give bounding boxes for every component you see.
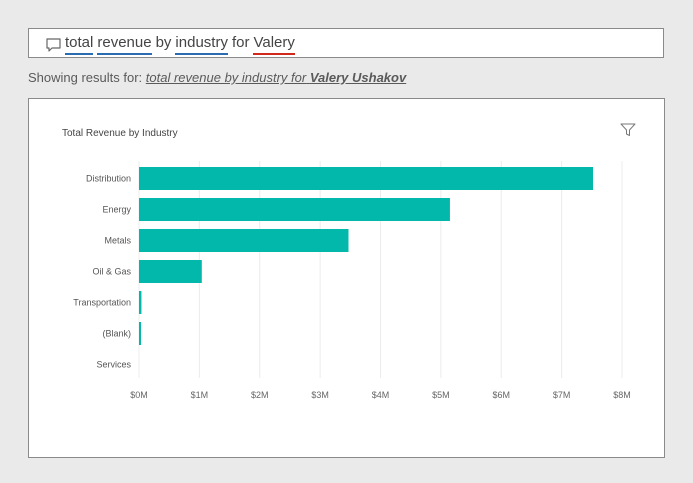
bar[interactable] (139, 167, 594, 190)
qa-word: for (231, 34, 250, 51)
speech-bubble-icon (46, 38, 61, 52)
category-label: Energy (102, 205, 131, 215)
qa-word: by (155, 34, 172, 51)
filter-icon[interactable] (620, 123, 636, 137)
bar[interactable] (139, 322, 141, 345)
category-label: Oil & Gas (92, 267, 131, 277)
x-tick-label: $8M (613, 390, 631, 400)
bar[interactable] (139, 291, 142, 314)
bar[interactable] (139, 260, 202, 283)
qa-query-text[interactable]: total revenue by industry for Valery (65, 34, 295, 55)
bar-chart: $0M $1M $2M $3M $4M $5M $6M $7M $8M Distribution E… (73, 161, 631, 400)
category-label: Services (96, 360, 131, 370)
showing-results-line: Showing results for: total revenue by in… (28, 70, 406, 85)
qa-word: total (65, 34, 94, 55)
qa-word: industry (175, 34, 228, 55)
qa-word: revenue (97, 34, 152, 55)
category-label: Transportation (73, 298, 131, 308)
chart-card: Total Revenue by Industry $0M $1M $2M $3M $4… (28, 98, 665, 458)
x-tick-label: $3M (311, 390, 329, 400)
bar[interactable] (139, 198, 450, 221)
chart-title: Total Revenue by Industry (62, 128, 178, 139)
x-tick-label: $7M (553, 390, 571, 400)
showing-prefix: Showing results for: (28, 70, 143, 85)
showing-results-link[interactable]: total revenue by industry for Valery Ush… (145, 70, 407, 85)
x-tick-label: $6M (492, 390, 510, 400)
qa-search-box[interactable]: total revenue by industry for Valery (28, 28, 664, 58)
x-tick-label: $4M (372, 390, 390, 400)
category-label: Metals (104, 236, 131, 246)
qa-word: Valery (253, 34, 295, 55)
category-label: (Blank) (102, 329, 131, 339)
bar[interactable] (139, 229, 349, 252)
x-tick-label: $0M (130, 390, 148, 400)
x-tick-label: $1M (191, 390, 209, 400)
x-tick-label: $5M (432, 390, 450, 400)
category-label: Distribution (86, 174, 131, 184)
x-tick-label: $2M (251, 390, 269, 400)
